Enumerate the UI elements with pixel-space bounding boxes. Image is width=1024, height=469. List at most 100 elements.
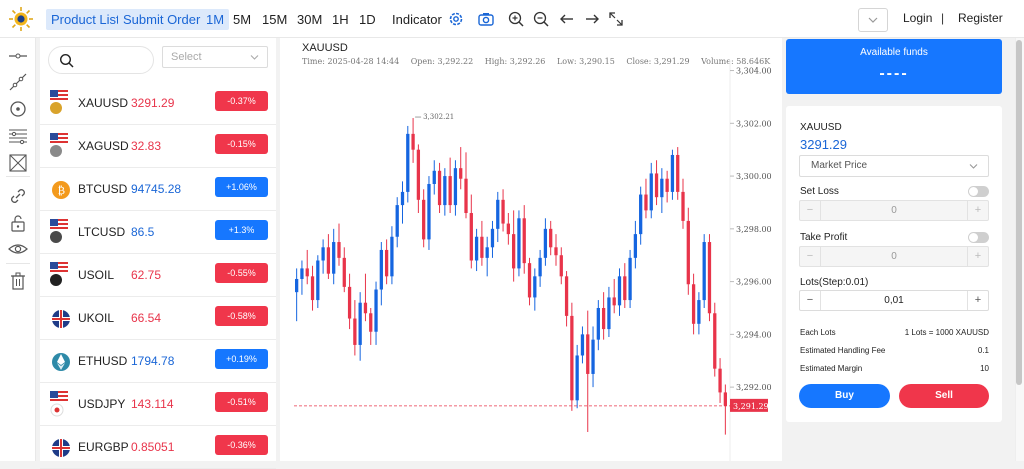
link-icon[interactable] xyxy=(8,186,28,206)
candle-body xyxy=(691,284,696,324)
watchlist-row-xagusd[interactable]: XAGUSD 32.83 -0.15% xyxy=(40,125,276,168)
lots-plus-button[interactable]: + xyxy=(967,291,988,310)
camera-icon[interactable] xyxy=(477,10,495,28)
candle-body xyxy=(374,289,378,332)
watchlist-row-eurgbp[interactable]: EURGBP 0.85051 -0.36% xyxy=(40,426,276,469)
candle-body xyxy=(321,247,325,261)
watchlist-row-btcusd[interactable]: ₿ BTCUSD 94745.28 +1.06% xyxy=(40,168,276,211)
horizontal-line-icon[interactable] xyxy=(8,46,28,66)
search-input[interactable] xyxy=(48,46,154,74)
margin-value: 10 xyxy=(980,364,989,373)
take-profit-stepper[interactable]: − 0 + xyxy=(799,246,989,267)
order-type-select[interactable]: Market Price xyxy=(799,155,989,177)
change-badge[interactable]: +1.3% xyxy=(215,220,268,240)
circle-target-icon[interactable] xyxy=(8,99,28,119)
buy-button[interactable]: Buy xyxy=(799,384,890,408)
product-list-tab[interactable]: Product List xyxy=(46,9,125,30)
unlock-icon[interactable] xyxy=(8,213,28,233)
zoom-out-icon[interactable] xyxy=(532,10,550,28)
ohlc-open: Open: 3,292.22 xyxy=(410,57,474,66)
watchlist-row-usdjpy[interactable]: USDJPY 143.114 -0.51% xyxy=(40,383,276,426)
change-badge[interactable]: -0.15% xyxy=(215,134,268,154)
scrollbar-thumb[interactable] xyxy=(1016,40,1022,385)
lots-minus-button[interactable]: − xyxy=(800,291,821,310)
set-loss-stepper[interactable]: − 0 + xyxy=(799,200,989,221)
candle-body xyxy=(316,260,320,301)
set-loss-toggle[interactable] xyxy=(968,186,989,197)
ohlc-close: Close: 3,291.29 xyxy=(626,57,690,66)
candle-body xyxy=(464,178,468,214)
candle-body xyxy=(474,236,479,261)
watchlist-row-usoil[interactable]: USOIL 62.75 -0.55% xyxy=(40,254,276,297)
timeframe-1h[interactable]: 1H xyxy=(332,12,349,27)
drawing-toolbar xyxy=(0,38,36,461)
take-profit-minus-button[interactable]: − xyxy=(800,247,821,266)
peak-price-label: 3,302.21 xyxy=(423,113,454,121)
set-loss-minus-button[interactable]: − xyxy=(800,201,821,220)
take-profit-plus-button[interactable]: + xyxy=(967,247,988,266)
eur-gbp-flag-icon xyxy=(52,439,70,457)
eye-icon[interactable] xyxy=(8,239,28,259)
change-badge[interactable]: -0.51% xyxy=(215,392,268,412)
svg-text:₿: ₿ xyxy=(58,184,66,197)
pattern-icon[interactable] xyxy=(8,153,28,173)
candle-body xyxy=(379,249,383,290)
watchlist-row-ukoil[interactable]: UKOIL 66.54 -0.58% xyxy=(40,297,276,340)
category-select[interactable]: Select xyxy=(162,46,268,68)
zoom-in-icon[interactable] xyxy=(507,10,525,28)
candle-body xyxy=(490,228,495,248)
change-badge[interactable]: +1.06% xyxy=(215,177,268,197)
change-badge[interactable]: -0.58% xyxy=(215,306,268,326)
gold-flag-icon xyxy=(50,90,68,114)
indicator-button[interactable]: Indicator xyxy=(392,12,442,27)
submit-order-tab[interactable]: Submit Order xyxy=(118,9,206,30)
watchlist-row-ethusd[interactable]: ETHUSD 1794.78 +0.19% xyxy=(40,340,276,383)
symbol-name: USOIL xyxy=(78,268,115,282)
lots-stepper[interactable]: − 0,01 + xyxy=(799,290,989,311)
sell-button[interactable]: Sell xyxy=(899,384,989,408)
change-badge[interactable]: -0.55% xyxy=(215,263,268,283)
set-loss-value[interactable]: 0 xyxy=(891,205,897,216)
arrow-left-icon[interactable] xyxy=(558,10,576,28)
candle-body xyxy=(665,178,669,192)
candle-body xyxy=(347,286,352,319)
watchlist-row-xauusd[interactable]: XAUUSD 3291.29 -0.37% xyxy=(40,82,276,125)
watchlist-panel: Select XAUUSD 3291.29 -0.37% XAGUSD 32.83 -0.… xyxy=(40,38,276,469)
timeframe-1d[interactable]: 1D xyxy=(359,12,376,27)
candle-body xyxy=(713,313,717,369)
change-badge[interactable]: -0.37% xyxy=(215,91,268,111)
set-loss-plus-button[interactable]: + xyxy=(967,201,988,220)
language-dropdown[interactable] xyxy=(858,8,888,32)
login-link[interactable]: Login xyxy=(903,11,933,25)
timeframe-1m[interactable]: 1M xyxy=(201,9,230,30)
take-profit-value[interactable]: 0 xyxy=(891,251,897,262)
set-loss-label: Set Loss xyxy=(800,186,839,197)
gear-icon[interactable] xyxy=(447,10,465,28)
timeframe-30m[interactable]: 30M xyxy=(297,12,323,27)
y-tick-label: 3,294.00 xyxy=(736,330,772,339)
fullscreen-icon[interactable] xyxy=(607,10,625,28)
candle-body xyxy=(538,257,542,277)
candle-body xyxy=(416,149,421,200)
timeframe-5m[interactable]: 5M xyxy=(233,12,252,27)
candle-body xyxy=(501,199,505,224)
toolbar-divider xyxy=(6,176,30,177)
candlestick-chart[interactable]: 3,304.00 3,302.00 3,300.00 3,298.00 3,296.00… xyxy=(280,38,782,461)
chart-symbol: XAUUSD xyxy=(302,42,348,54)
take-profit-toggle[interactable] xyxy=(968,232,989,243)
candle-body xyxy=(575,355,579,401)
change-badge[interactable]: +0.19% xyxy=(215,349,268,369)
candle-body xyxy=(549,228,553,248)
change-badge[interactable]: -0.36% xyxy=(215,435,268,455)
lots-value[interactable]: 0,01 xyxy=(884,295,904,306)
chevron-down-icon xyxy=(250,55,259,60)
handling-fee-value: 0.1 xyxy=(977,346,989,355)
arrow-right-icon[interactable] xyxy=(583,10,601,28)
fib-lines-icon[interactable] xyxy=(8,126,28,146)
trend-line-icon[interactable] xyxy=(8,72,28,92)
trash-icon[interactable] xyxy=(8,271,28,291)
register-link[interactable]: Register xyxy=(958,11,1003,25)
price-chart[interactable]: XAUUSD Time: 2025-04-28 14:44 Open: 3,29… xyxy=(280,38,782,461)
timeframe-15m[interactable]: 15M xyxy=(262,12,288,27)
watchlist-row-ltcusd[interactable]: LTCUSD 86.5 +1.3% xyxy=(40,211,276,254)
